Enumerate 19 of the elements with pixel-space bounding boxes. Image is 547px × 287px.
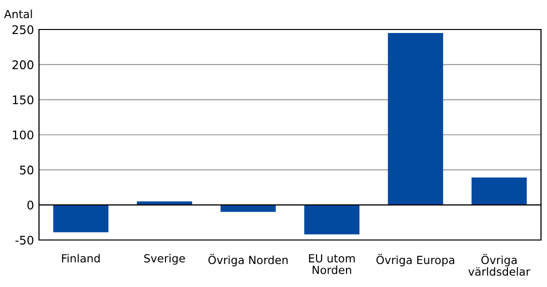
x-tick-label: Övriga Norden: [208, 254, 288, 266]
y-tick-label: 100: [12, 130, 34, 140]
y-axis-title: Antal: [4, 10, 32, 18]
y-tick-label: -50: [15, 236, 34, 245]
bar: [388, 33, 444, 205]
x-tick-label: Övriga Europa: [376, 254, 454, 266]
bar: [304, 204, 360, 234]
y-tick-label: 200: [12, 60, 34, 70]
x-tick-label: Finland: [62, 254, 100, 262]
y-tick-label: 0: [27, 200, 34, 210]
y-tick-label: 150: [12, 95, 34, 104]
x-tick-label: EU utom Norden: [309, 254, 355, 274]
bar: [472, 178, 527, 205]
x-tick-label: Sverige: [144, 254, 185, 265]
y-tick-label: 250: [12, 25, 34, 34]
bar: [220, 204, 276, 212]
bar: [53, 204, 108, 232]
y-tick-label: 50: [20, 166, 34, 174]
x-tick-label: Övriga världsdelar: [468, 254, 530, 276]
